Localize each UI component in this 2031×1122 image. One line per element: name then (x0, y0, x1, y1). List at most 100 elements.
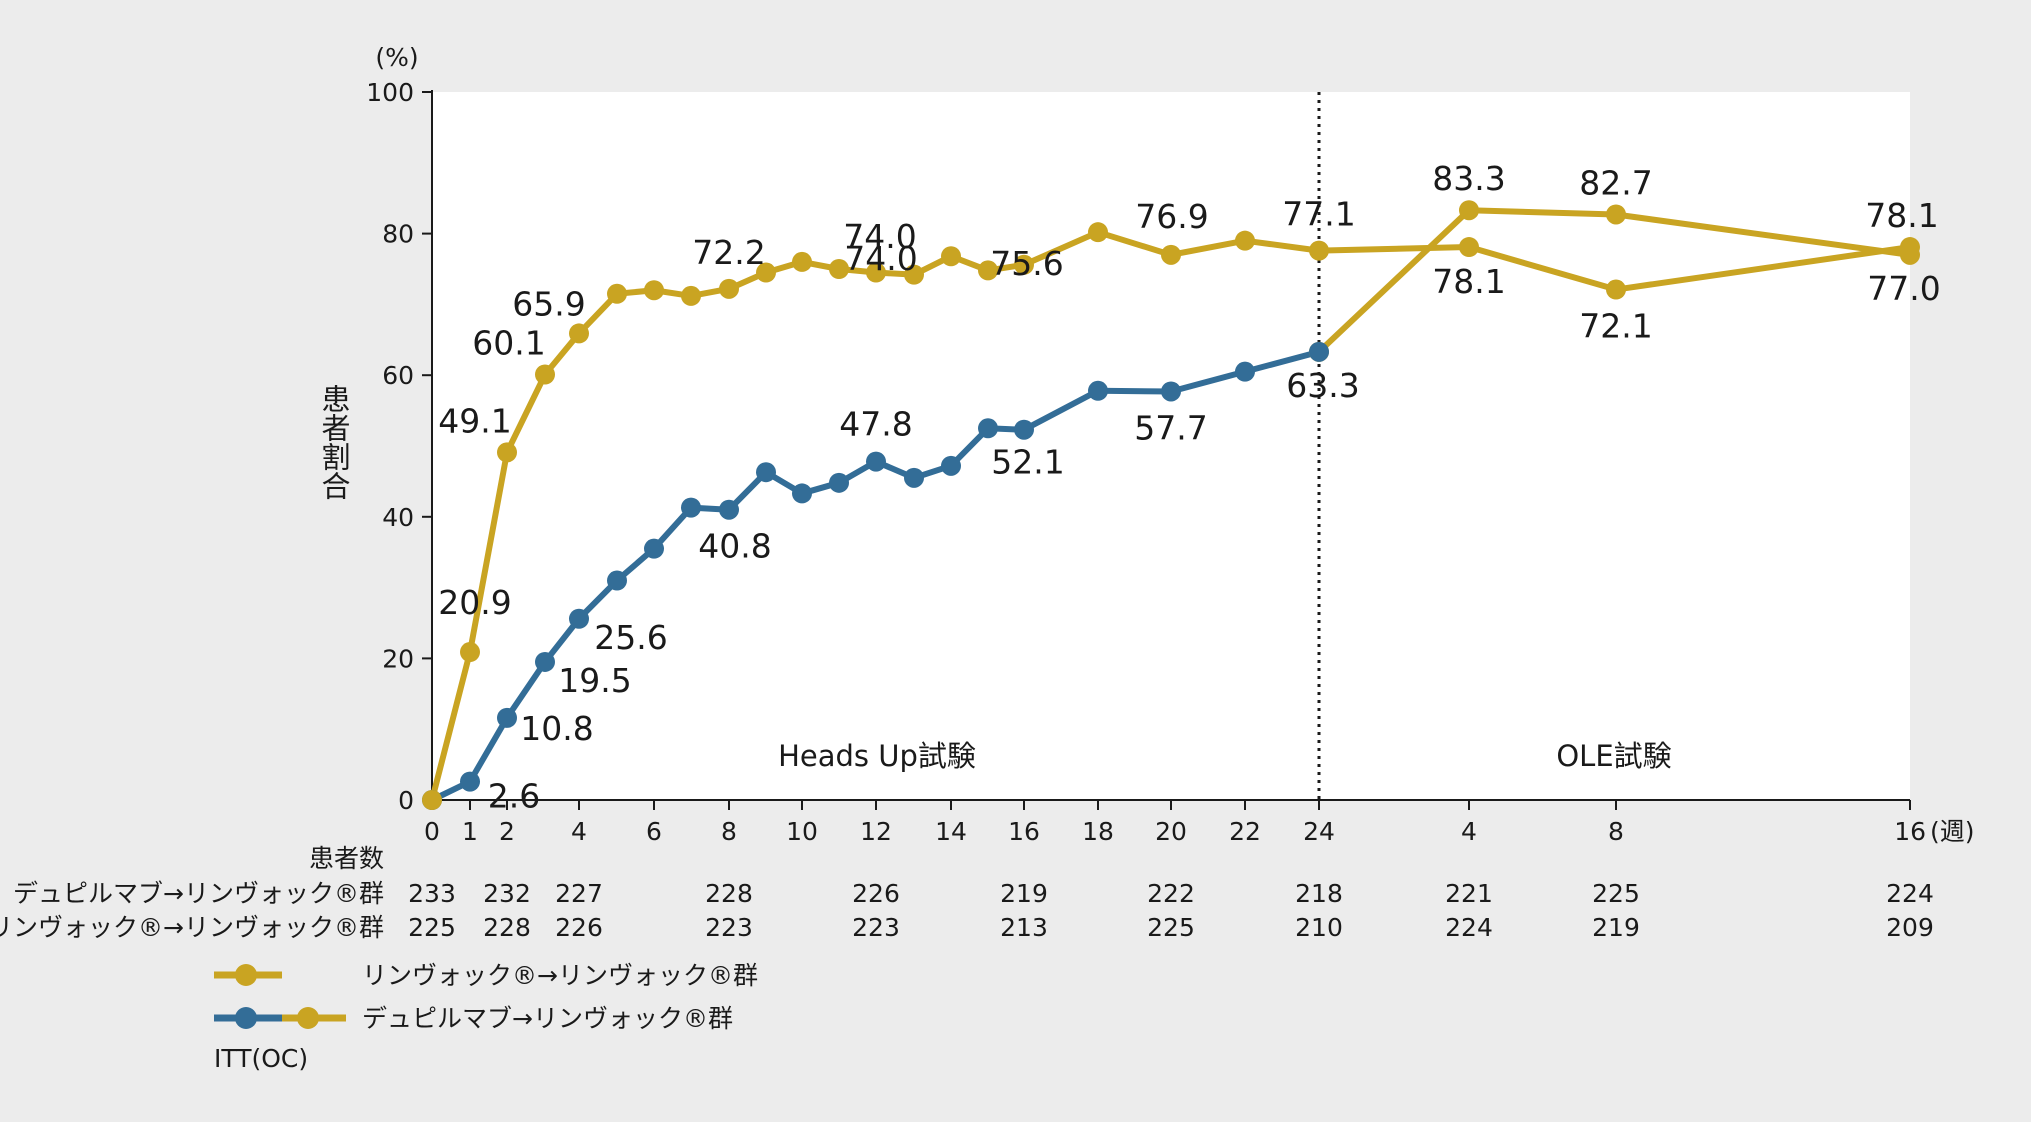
data-point (904, 264, 924, 285)
y-tick-label: 20 (382, 644, 414, 673)
data-point (792, 483, 812, 504)
data-point (1161, 381, 1181, 402)
data-point (497, 442, 517, 463)
x-tick-label: 22 (1229, 817, 1261, 846)
data-point (1459, 200, 1479, 221)
data-label: 74.0 (844, 239, 917, 278)
patients-count: 221 (1445, 879, 1493, 908)
data-point (460, 642, 480, 663)
data-label: 2.6 (488, 777, 540, 816)
patients-count: 224 (1886, 879, 1934, 908)
data-point (1088, 380, 1108, 401)
data-point (829, 259, 849, 279)
patients-count: 233 (408, 879, 456, 908)
data-point (941, 455, 961, 476)
data-label: 74.0 (843, 217, 916, 256)
patients-count: 228 (483, 913, 531, 942)
patients-count: 223 (705, 913, 753, 942)
patients-row-label: リンヴォック®→リンヴォック®群 (0, 913, 384, 942)
x-tick-label: 16 (1008, 817, 1040, 846)
data-point (978, 260, 998, 281)
series-line (1316, 207, 1911, 355)
patients-count: 219 (1000, 879, 1048, 908)
x-tick-label: 6 (646, 817, 662, 846)
data-point (1606, 279, 1626, 300)
patients-count: 225 (1147, 913, 1195, 942)
x-unit: (週) (1930, 817, 1975, 846)
data-label: 25.6 (594, 618, 667, 657)
data-point (829, 472, 849, 493)
data-label: 40.8 (698, 527, 771, 566)
data-label: 57.7 (1134, 408, 1207, 447)
x-tick-label: 24 (1303, 817, 1335, 846)
region-label-heads-up: Heads Up試験 (778, 739, 976, 773)
x-tick-label: 20 (1155, 817, 1187, 846)
data-label: 52.1 (991, 443, 1064, 482)
data-label: 77.0 (1867, 269, 1940, 308)
x-tick-label: 0 (424, 817, 440, 846)
data-point (1014, 419, 1034, 440)
data-point (941, 246, 961, 267)
y-tick-label: 40 (382, 503, 414, 532)
data-point (1014, 254, 1034, 275)
x-tick-label: 4 (1461, 817, 1477, 846)
data-point (719, 499, 739, 520)
data-point (719, 278, 739, 299)
data-point (644, 538, 664, 559)
data-label: 10.8 (520, 709, 593, 748)
patients-count: 225 (408, 913, 456, 942)
data-point (681, 285, 701, 306)
data-label: 82.7 (1579, 163, 1652, 202)
x-tick-label: 14 (935, 817, 967, 846)
patients-count: 232 (483, 879, 531, 908)
x-tick-label: 8 (1608, 817, 1624, 846)
data-label: 75.6 (990, 244, 1063, 283)
data-label: 83.3 (1432, 159, 1505, 198)
legend-swatch-marker (297, 1007, 319, 1029)
data-point (1235, 230, 1255, 251)
patients-count: 223 (852, 913, 900, 942)
data-point (422, 790, 442, 810)
y-tick-label: 60 (382, 361, 414, 390)
data-point (792, 251, 812, 272)
data-point (644, 280, 664, 301)
data-label: 63.3 (1286, 366, 1359, 405)
patients-title: 患者数 (309, 844, 384, 873)
patients-count: 209 (1886, 913, 1934, 942)
data-label: 72.1 (1579, 307, 1652, 346)
y-axis-title: 患者割合 (317, 384, 351, 500)
data-point (1161, 244, 1181, 265)
data-point (535, 364, 555, 385)
data-point (569, 323, 589, 344)
data-point (866, 262, 886, 283)
data-point (756, 462, 776, 483)
patients-row-label: デュピルマブ→リンヴォック®群 (13, 879, 384, 908)
data-point (978, 418, 998, 439)
data-label: 77.1 (1282, 195, 1355, 234)
y-tick-label: 100 (366, 78, 414, 107)
data-label: 72.2 (692, 233, 765, 272)
x-tick-label: 4 (571, 817, 587, 846)
data-point (866, 451, 886, 472)
data-label: 47.8 (839, 405, 912, 444)
data-label: 78.1 (1865, 196, 1938, 235)
patients-count: 227 (555, 879, 603, 908)
data-label: 65.9 (512, 284, 585, 323)
data-point (681, 497, 701, 518)
data-label: 78.1 (1432, 262, 1505, 301)
region-label-ole: OLE試験 (1556, 739, 1671, 773)
patients-count: 224 (1445, 913, 1493, 942)
data-point (535, 651, 555, 672)
patients-count: 218 (1295, 879, 1343, 908)
x-tick-label: 8 (721, 817, 737, 846)
x-tick-label: 1 (462, 817, 478, 846)
x-tick-label: 12 (860, 817, 892, 846)
data-point (1900, 237, 1920, 258)
data-label: 49.1 (438, 401, 511, 440)
data-label: 60.1 (472, 323, 545, 362)
y-tick-label: 80 (382, 220, 414, 249)
data-point (607, 283, 627, 304)
x-tick-label: 10 (786, 817, 818, 846)
patients-count: 228 (705, 879, 753, 908)
